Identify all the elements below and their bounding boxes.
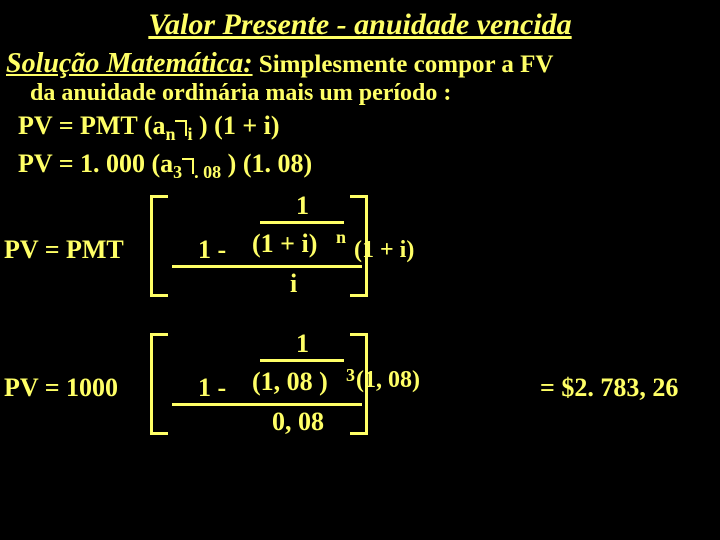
eq1-sub-n: n (165, 124, 175, 144)
page-title: Valor Presente - anuidade vencida (0, 0, 720, 46)
f1-denom-top: (1 + i) (252, 229, 317, 259)
f1-minus: 1 - (198, 235, 226, 265)
formula-2: PV = 1000 1 - 1 (1, 08 ) 3 0, 08 (1, 08)… (0, 325, 720, 455)
angle-icon (182, 158, 194, 174)
f2-denom-bot: 0, 08 (272, 407, 324, 437)
equation-2: PV = 1. 000 (a3 . 08 ) (1. 08) (0, 145, 720, 183)
f1-trail: (1 + i) (354, 237, 414, 264)
subtitle-line2: da anuidade ordinária mais um período : (0, 80, 720, 107)
eq1-tail: ) (1 + i) (193, 111, 280, 140)
eq1-lhs: PV = PMT (a (18, 111, 165, 140)
frac-bar-icon (260, 359, 344, 362)
formula-1: PV = PMT 1 - 1 (1 + i) n i (1 + i) (0, 187, 720, 307)
frac-bar-icon (172, 265, 362, 268)
bracket-left-icon (150, 333, 168, 435)
subtitle-row: Solução Matemática: Simplesmente compor … (0, 46, 720, 80)
f2-pv: PV = 1000 (4, 373, 118, 403)
frac-bar-icon (172, 403, 362, 406)
eq2-lhs: PV = 1. 000 (a (18, 149, 173, 178)
angle-icon (175, 120, 187, 136)
f2-one: 1 (296, 329, 309, 359)
f2-denom-top: (1, 08 ) (252, 367, 328, 397)
f2-trail: (1, 08) (356, 367, 420, 394)
f1-exp: n (336, 227, 346, 248)
frac-bar-icon (260, 221, 344, 224)
bracket-left-icon (150, 195, 168, 297)
subtitle-rest: Simplesmente compor a FV (253, 51, 554, 78)
eq2-sub-3: 3 (173, 162, 182, 182)
f1-pv: PV = PMT (4, 235, 124, 265)
f1-one: 1 (296, 191, 309, 221)
f2-minus: 1 - (198, 373, 226, 403)
subtitle-lead: Solução Matemática: (6, 48, 253, 79)
eq2-sub-rate: . 08 (194, 162, 221, 182)
f1-denom-bot: i (290, 269, 297, 299)
equation-1: PV = PMT (ani ) (1 + i) (0, 107, 720, 145)
f2-result: = $2. 783, 26 (540, 373, 678, 403)
eq2-tail: ) (1. 08) (221, 149, 312, 178)
